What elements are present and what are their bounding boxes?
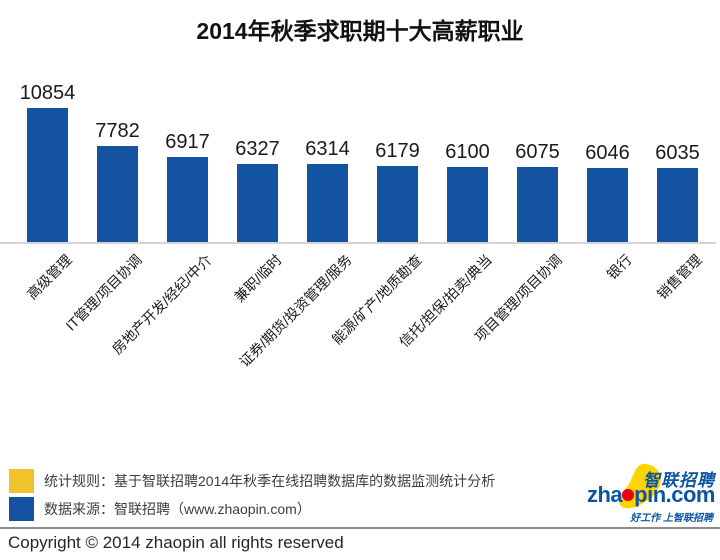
red-dot-icon: [622, 489, 635, 501]
legend-row-data-source: 数据来源：智联招聘（www.zhaopin.com）: [9, 497, 311, 521]
bar-group: 6035: [655, 142, 700, 243]
bar: [447, 167, 488, 243]
bar: [377, 166, 418, 243]
bar-group: 6075: [515, 141, 560, 243]
bar-value-label: 6917: [165, 131, 210, 153]
bar-value-label: 6075: [515, 141, 560, 163]
bar-value-label: 6100: [445, 141, 490, 163]
bar-value-label: 6035: [655, 142, 700, 164]
bar: [587, 168, 628, 243]
legend-label: 数据来源：智联招聘（www.zhaopin.com）: [44, 501, 311, 517]
bar: [307, 164, 348, 243]
bar-value-label: 6179: [375, 140, 420, 162]
domain-prefix: zha: [586, 482, 623, 507]
bar-value-label: 6314: [305, 138, 350, 160]
bar: [237, 164, 278, 243]
page-title: 2014年秋季求职期十大高薪职业: [196, 18, 524, 44]
zhaopin-tagline: 好工作 上智联招聘: [630, 513, 713, 524]
bar-chart: 10854 7782 6917 6327 6314 6179 6100 607: [0, 0, 720, 244]
zhaopin-logo: 智联招聘 zha pin.com 好工作 上智联招聘: [586, 463, 716, 526]
bar-group: 6179: [375, 140, 420, 243]
bar: [97, 146, 138, 243]
bar: [167, 157, 208, 243]
bar-group: 6100: [445, 141, 490, 243]
bar-group: 6046: [585, 142, 630, 243]
bar: [517, 167, 558, 243]
legend-label: 统计规则：基于智联招聘2014年秋季在线招聘数据库的数据监测统计分析: [44, 473, 496, 489]
zhaopin-domain: zha pin.com: [586, 482, 716, 507]
bar-group: 10854: [20, 82, 75, 243]
legend-swatch-blue: [9, 497, 34, 521]
bar-group: 6917: [165, 131, 210, 243]
bar: [657, 168, 698, 243]
bar-group: 7782: [95, 120, 140, 243]
x-axis-line: [0, 242, 716, 244]
bar-value-label: 6046: [585, 142, 630, 164]
bar-value-label: 7782: [95, 120, 140, 142]
bar-value-label: 10854: [19, 82, 76, 104]
bar-group: 6327: [235, 138, 280, 243]
bar-value-label: 6327: [235, 138, 280, 160]
zhaopin-brand-cn: 智联招聘: [643, 471, 715, 490]
bar-group: 6314: [305, 138, 350, 243]
legend-swatch-yellow: [9, 469, 34, 493]
footer-divider: [0, 527, 720, 529]
domain-suffix: pin.com: [634, 482, 715, 507]
copyright-text: Copyright © 2014 zhaopin all rights rese…: [8, 533, 344, 552]
legend-row-stat-rule: 统计规则：基于智联招聘2014年秋季在线招聘数据库的数据监测统计分析: [9, 469, 495, 493]
bar: [27, 108, 68, 243]
